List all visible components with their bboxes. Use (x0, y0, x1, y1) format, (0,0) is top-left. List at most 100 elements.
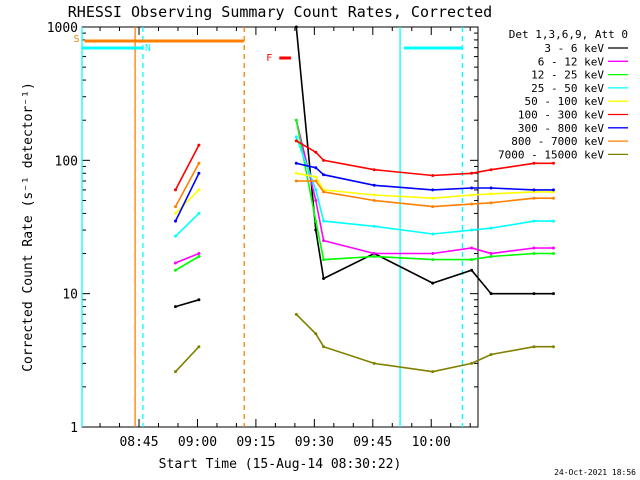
data-point (431, 232, 435, 236)
data-point (322, 190, 326, 194)
data-point (470, 246, 474, 250)
series-line (175, 120, 554, 264)
flag-label: F (266, 53, 272, 64)
data-point (470, 268, 474, 272)
data-point (322, 345, 326, 349)
data-point (551, 188, 555, 192)
y-axis-label-text: Corrected Count Rate (s⁻¹ detector⁻¹) (21, 82, 36, 372)
data-point (197, 161, 201, 165)
x-tick-label: 08:45 (119, 435, 158, 450)
data-point (174, 268, 178, 272)
y-tick-label: 1 (70, 421, 78, 436)
series-line (174, 162, 554, 208)
data-point (314, 150, 318, 154)
data-point (322, 258, 326, 262)
data-point (314, 219, 318, 223)
data-point (322, 219, 326, 223)
data-point (470, 258, 474, 262)
data-point (314, 228, 318, 232)
data-point (197, 143, 201, 147)
x-tick-label: 09:00 (178, 435, 217, 450)
data-point (431, 188, 435, 192)
legend-label: 7000 - 15000 keV (498, 148, 604, 161)
series-line (174, 162, 554, 222)
y-axis-label: Corrected Count Rate (s⁻¹ detector⁻¹) (21, 82, 36, 372)
data-point (431, 370, 435, 374)
series-line (174, 313, 554, 373)
data-point (551, 161, 555, 165)
data-point (532, 345, 536, 349)
data-point (372, 193, 376, 197)
data-point (551, 246, 555, 250)
data-point (197, 254, 201, 258)
series-line (174, 136, 554, 237)
data-point (532, 246, 536, 250)
legend-label: 50 - 100 keV (525, 95, 605, 108)
data-point (532, 219, 536, 223)
data-point (470, 361, 474, 365)
data-point (294, 179, 298, 183)
legend-label: 3 - 6 keV (544, 42, 604, 55)
data-point (314, 175, 318, 179)
data-point (551, 345, 555, 349)
data-point (532, 196, 536, 200)
data-point (431, 173, 435, 177)
chart-title: RHESSI Observing Summary Count Rates, Co… (68, 3, 492, 21)
data-point (532, 188, 536, 192)
data-point (372, 224, 376, 228)
x-tick-label: 09:45 (353, 435, 392, 450)
legend-label: 12 - 25 keV (531, 69, 604, 82)
data-point (294, 171, 298, 175)
data-point (197, 298, 201, 302)
x-tick-label: 10:00 (412, 435, 451, 450)
data-point (314, 188, 318, 192)
legend-title: Det 1,3,6,9, Att 0 (509, 28, 628, 41)
data-point (551, 219, 555, 223)
data-point (174, 305, 178, 309)
data-point (372, 198, 376, 202)
legend-label: 300 - 800 keV (518, 122, 604, 135)
data-point (314, 166, 318, 170)
data-point (322, 239, 326, 243)
data-point (372, 361, 376, 365)
data-point (551, 196, 555, 200)
data-point (174, 370, 178, 374)
data-point (431, 196, 435, 200)
data-point (314, 179, 318, 183)
data-point (532, 252, 536, 256)
series-line (174, 172, 554, 214)
data-point (372, 254, 376, 258)
data-point (489, 252, 493, 256)
y-tick-label: 10 (62, 288, 78, 303)
x-axis-label: Start Time (15-Aug-14 08:30:22) (159, 457, 402, 472)
data-point (197, 171, 201, 175)
data-point (322, 276, 326, 280)
data-point (489, 352, 493, 356)
data-point (174, 205, 178, 209)
legend-label: 25 - 50 keV (531, 82, 604, 95)
data-point (431, 252, 435, 256)
data-point (174, 234, 178, 238)
data-point (294, 139, 298, 143)
data-point (551, 252, 555, 256)
plot-frame (81, 26, 479, 428)
data-point (372, 168, 376, 172)
y-tick-label: 100 (55, 154, 78, 169)
data-point (470, 186, 474, 190)
data-point (294, 161, 298, 165)
data-point (489, 254, 493, 258)
series-line (175, 26, 554, 308)
data-point (372, 252, 376, 256)
data-point (294, 25, 298, 29)
data-point (294, 312, 298, 316)
x-tick-label: 09:15 (236, 435, 275, 450)
data-point (174, 188, 178, 192)
flag-label: S (73, 34, 79, 45)
data-point (174, 211, 178, 215)
data-point (314, 332, 318, 336)
data-point (197, 188, 201, 192)
data-point (489, 226, 493, 230)
flag-label: N (145, 43, 151, 54)
data-point (294, 135, 298, 139)
